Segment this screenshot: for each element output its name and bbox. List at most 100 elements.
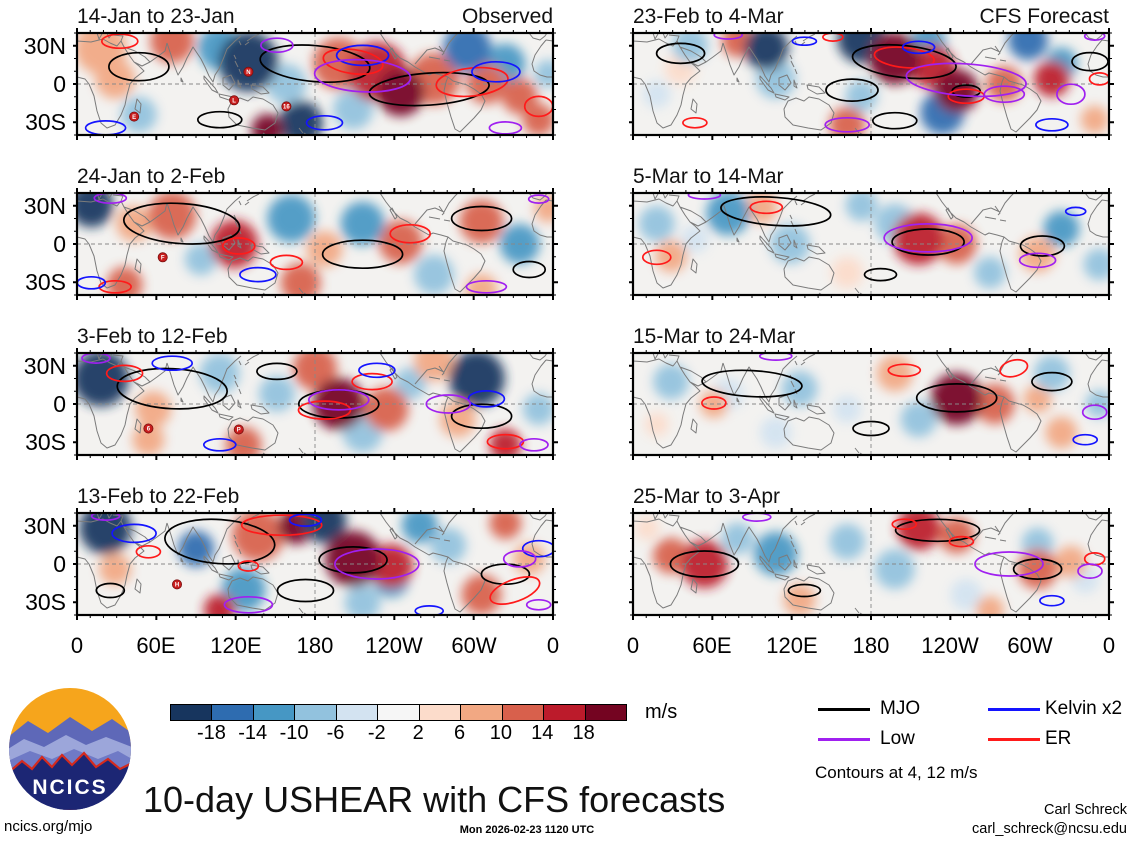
logo-mountains: [9, 751, 131, 810]
legend-label: MJO: [880, 698, 921, 719]
legend-label: Low: [880, 728, 915, 749]
svg-text:16: 16: [283, 105, 290, 111]
colorbar-swatch: [211, 705, 253, 720]
svg-text:E: E: [132, 115, 136, 121]
colorbar-swatch: [501, 705, 544, 720]
svg-text:H: H: [175, 583, 179, 589]
x-tick-label: 0: [546, 633, 560, 658]
map-panel: 6 P: [72, 348, 558, 460]
cyclone-marker: L: [229, 95, 240, 106]
map-panel-holder: [628, 26, 1115, 147]
map-panel-holder: [628, 506, 1115, 627]
x-tick-label: 60E: [692, 633, 732, 658]
x-tick-label: 60E: [136, 633, 176, 658]
x-tick-label: 0: [1102, 633, 1116, 658]
map-panel-holder: [628, 346, 1115, 467]
colorbar-tick-label: 18: [572, 722, 595, 744]
colorbar-swatch: [460, 705, 502, 720]
map-panel: [628, 508, 1114, 620]
svg-text:6: 6: [147, 427, 151, 433]
legend-label: Kelvin x2: [1045, 698, 1123, 719]
map-panel: [628, 188, 1114, 300]
ncics-logo: NCICS: [9, 688, 131, 810]
y-tick-label: 0: [53, 391, 66, 417]
x-tick-label: 0: [626, 633, 640, 658]
map-panel: [628, 348, 1114, 460]
legend-line: [818, 738, 870, 741]
colorbar-swatch: [543, 705, 585, 720]
map-panel: H: [72, 508, 558, 620]
x-tick-label: 120E: [210, 633, 262, 658]
y-tick-label: 30N: [23, 33, 66, 59]
map-panels: 14-Jan to 23-Jan Observed E N L 16 24-Jan…: [23, 5, 1116, 658]
map-panel-holder: H: [72, 506, 559, 627]
y-tick-label: 30N: [23, 193, 66, 219]
cyclone-marker: E: [129, 111, 140, 122]
legend-line: [988, 738, 1040, 741]
y-tick-label: 30N: [23, 513, 66, 539]
colorbar-tick-label: 2: [412, 722, 424, 744]
legend-label: ER: [1045, 728, 1072, 749]
map-panel-holder: 6 P: [72, 346, 559, 467]
y-tick-label: 30S: [25, 109, 66, 135]
x-tick-label: 180: [296, 633, 334, 658]
wave-contours: [77, 193, 550, 294]
cyclone-marker: P: [233, 424, 244, 435]
map-panel-holder: F: [72, 186, 559, 307]
contour-note: Contours at 4, 12 m/s: [815, 763, 978, 782]
panel-title: 24-Jan to 2-Feb: [77, 165, 226, 188]
colorbar-tick-label: 6: [453, 722, 466, 744]
wave-contours: [669, 513, 1106, 607]
cyclone-marker: 16: [281, 101, 292, 112]
colorbar-swatch: [171, 705, 212, 720]
figure-title: 10-day USHEAR with CFS forecasts: [143, 779, 726, 820]
panel-title: 25-Mar to 3-Apr: [633, 485, 781, 508]
colorbar-tick-label: -14: [238, 722, 268, 744]
cyclone-marker: H: [172, 579, 183, 590]
panel-title: 3-Feb to 12-Feb: [77, 325, 228, 348]
x-tick-label: 60W: [1007, 633, 1053, 658]
map-panel: F: [72, 188, 558, 300]
x-tick-label: 0: [70, 633, 84, 658]
wave-contours: [81, 353, 549, 452]
legend-line: [988, 708, 1040, 711]
y-tick-label: 0: [53, 551, 66, 577]
y-tick-label: 0: [53, 231, 66, 257]
cyclone-marker: N: [243, 66, 254, 77]
wave-contours: [655, 33, 1109, 133]
colorbar-swatch: [377, 705, 419, 720]
panel-title: 5-Mar to 14-Mar: [633, 165, 784, 188]
map-panel: [628, 28, 1114, 140]
svg-text:L: L: [232, 99, 236, 105]
svg-text:P: P: [237, 428, 241, 434]
map-panel-holder: E N L 16: [72, 26, 559, 147]
x-tick-label: 180: [852, 633, 890, 658]
colorbar-units-label: m/s: [645, 701, 678, 723]
y-tick-label: 30N: [23, 353, 66, 379]
panel-title: 13-Feb to 22-Feb: [77, 485, 240, 508]
panel-title: 23-Feb to 4-Mar: [633, 5, 784, 28]
colorbar-swatch: [294, 705, 336, 720]
colorbar-tick-label: -18: [196, 722, 226, 744]
svg-text:N: N: [246, 70, 250, 76]
panel-title: 15-Mar to 24-Mar: [633, 325, 796, 348]
wave-contours: [84, 33, 553, 135]
footer-timestamp: Mon 2026-02-23 1120 UTC: [459, 824, 595, 836]
legend-line: [818, 708, 870, 711]
colorbar-swatch: [252, 705, 295, 720]
colorbar: [170, 704, 627, 721]
cyclone-marker: F: [157, 252, 168, 263]
map-panel-holder: [628, 186, 1115, 307]
colorbar-tick-label: -2: [367, 722, 386, 744]
column-header: CFS Forecast: [979, 5, 1109, 28]
y-tick-label: 30S: [25, 429, 66, 455]
y-tick-label: 30S: [25, 269, 66, 295]
colorbar-tick-label: -6: [326, 722, 345, 744]
x-tick-label: 120W: [365, 633, 423, 658]
wave-contours: [90, 513, 553, 615]
svg-text:F: F: [161, 256, 165, 262]
footer-url: ncics.org/mjo: [4, 818, 93, 835]
logo-wordmark: NCICS: [32, 776, 107, 799]
x-tick-label: 120E: [766, 633, 818, 658]
